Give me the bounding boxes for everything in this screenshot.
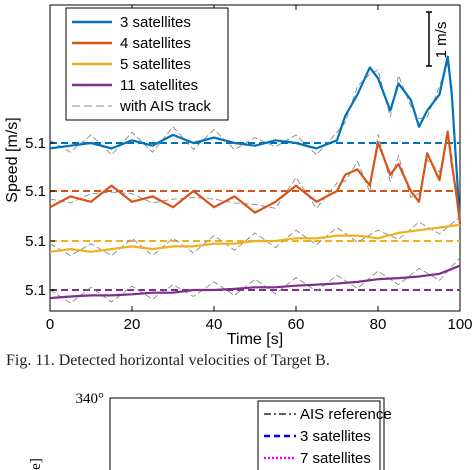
scale-bar: 1 m/s xyxy=(426,11,450,67)
x-tick-label-3: 60 xyxy=(288,316,305,333)
x-tick-label-2: 40 xyxy=(206,316,223,333)
legend-label-1: 3 satellites xyxy=(120,14,191,31)
ais-line-2 xyxy=(49,134,461,216)
y-tick-label-2: 5.1 xyxy=(25,233,46,250)
y-axis-label: Speed [m/s] xyxy=(4,117,21,202)
ais-line-3 xyxy=(49,216,461,257)
legend-label-4: 11 satellites xyxy=(120,77,198,94)
legend-label-5: with AIS track xyxy=(119,98,211,115)
legend2-label-2: 3 satellites xyxy=(300,428,371,445)
legend-label-2: 4 satellites xyxy=(120,35,191,52)
legend2-label-1: AIS reference xyxy=(300,406,392,423)
y-axis-ticks: 5.1 5.1 5.1 5.1 xyxy=(25,135,55,299)
scale-bar-label: 1 m/s xyxy=(433,22,450,59)
series-line-1 xyxy=(49,55,462,225)
x-tick-label-5: 100 xyxy=(447,316,472,333)
x-tick-label-0: 0 xyxy=(46,316,54,333)
ais-line-4 xyxy=(49,257,461,304)
velocity-chart: 0 20 40 60 80 100 5.1 5.1 5.1 5.1 Time [s] Speed… xyxy=(4,4,473,348)
series-line-4 xyxy=(49,264,461,300)
figure-caption: Fig. 11. Detected horizontal velocities … xyxy=(6,352,330,369)
heading-chart-partial: 340° e] AIS reference 3 satellites 7 satel… xyxy=(28,391,392,470)
x-tick-label-1: 20 xyxy=(124,316,141,333)
y-tick-label-2: 340° xyxy=(76,391,105,407)
series-line-2 xyxy=(49,130,462,224)
x-axis-label: Time [s] xyxy=(227,331,283,348)
series-lines xyxy=(49,55,462,300)
legend2-label-3: 7 satellites xyxy=(300,450,371,467)
y-axis-label-2-fragment: e] xyxy=(28,458,44,470)
legend-label-3: 5 satellites xyxy=(120,56,191,73)
y-tick-label-1: 5.1 xyxy=(25,183,46,200)
y-tick-label-3: 5.1 xyxy=(25,282,46,299)
x-tick-label-4: 80 xyxy=(370,316,387,333)
legend: 3 satellites 4 satellites 5 satellites 11 s… xyxy=(65,7,229,121)
y-tick-label-0: 5.1 xyxy=(25,135,46,152)
series-line-3 xyxy=(49,223,461,253)
legend-2: AIS reference 3 satellites 7 satellites xyxy=(257,400,392,470)
